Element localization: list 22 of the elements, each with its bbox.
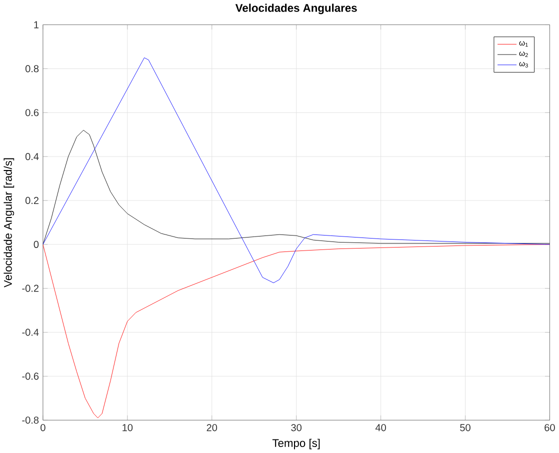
x-tick-label: 10 [122, 424, 133, 432]
y-tick-label: 0.8 [25, 65, 39, 72]
y-tick-label: -0.6 [22, 372, 39, 380]
x-tick-label: 0 [40, 424, 46, 432]
x-tick-label: 30 [291, 424, 302, 432]
line-series [42, 58, 550, 284]
y-tick-label: 0 [34, 240, 39, 248]
chart-title: Velocidades Angulares [235, 4, 357, 14]
x-axis-title: Tempo [s] [272, 438, 320, 450]
x-tick-label: 60 [544, 424, 555, 432]
y-tick-label: 0.2 [25, 196, 39, 204]
y-tick-label: 0.6 [25, 109, 39, 116]
y-tick-label: -0.2 [22, 284, 39, 292]
y-axis-title: Velocidade Angular [rad/s] [4, 158, 14, 288]
y-tick-label: -0.8 [22, 416, 39, 424]
line-series [42, 130, 550, 245]
x-tick-label: 20 [206, 424, 218, 432]
y-tick-label: -0.4 [22, 328, 39, 336]
y-tick-label: 1 [34, 21, 39, 28]
y-tick-label: 0.4 [25, 153, 39, 160]
x-tick-label: 40 [375, 424, 386, 432]
x-tick-label: 50 [460, 424, 470, 432]
